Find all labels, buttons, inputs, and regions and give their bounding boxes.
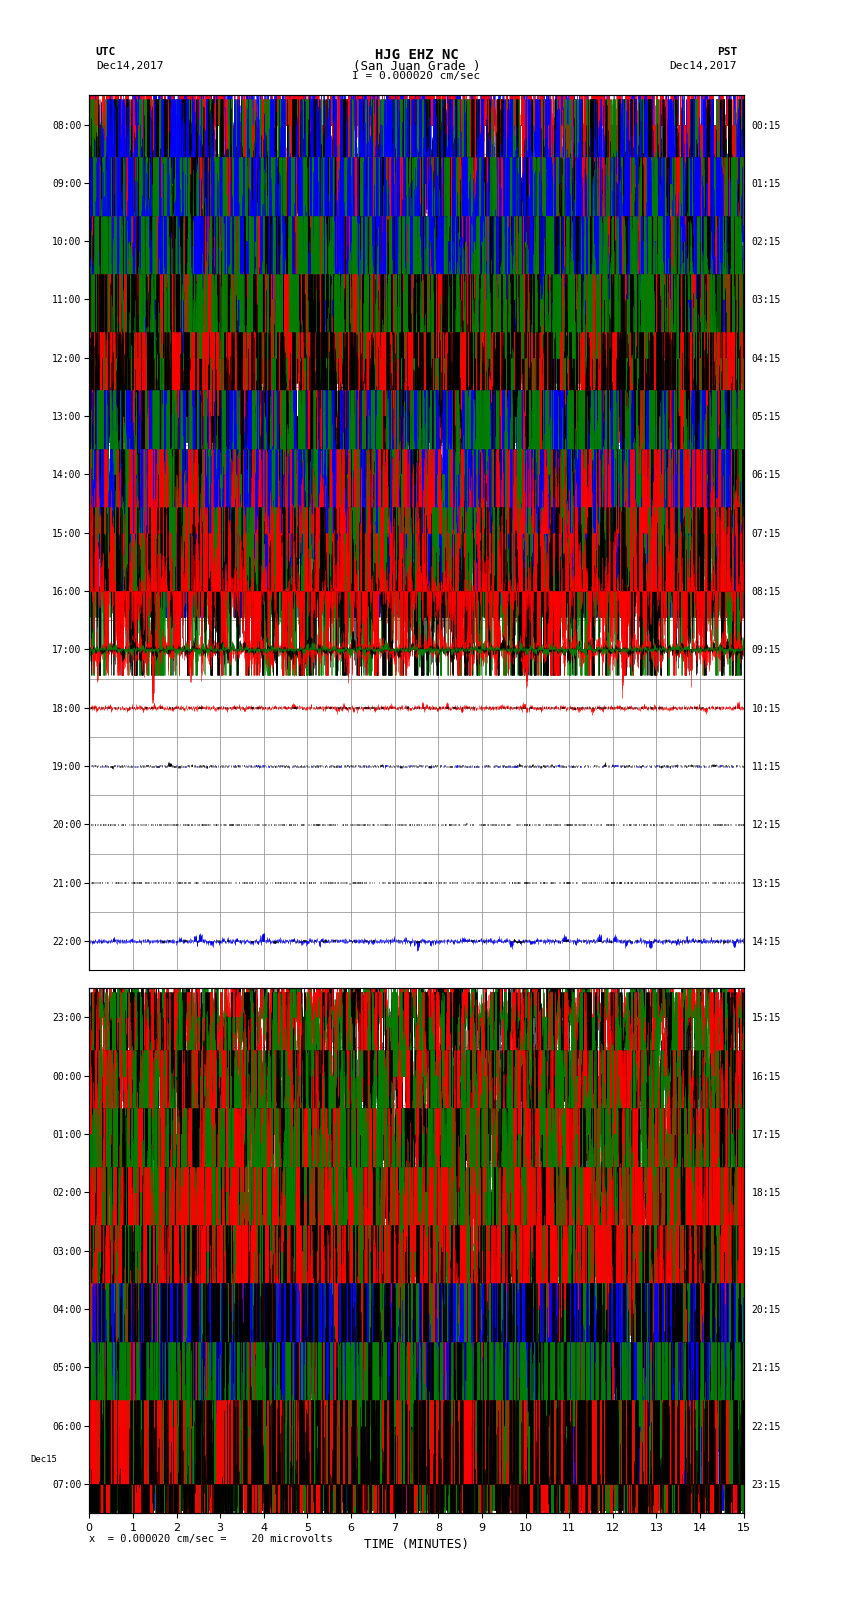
Text: Dec15: Dec15 — [31, 1455, 57, 1465]
Text: Dec14,2017: Dec14,2017 — [670, 61, 737, 71]
Text: x  = 0.000020 cm/sec =    20 microvolts: x = 0.000020 cm/sec = 20 microvolts — [89, 1534, 333, 1544]
Text: UTC: UTC — [96, 47, 116, 56]
X-axis label: TIME (MINUTES): TIME (MINUTES) — [364, 1539, 469, 1552]
Text: Dec14,2017: Dec14,2017 — [96, 61, 163, 71]
Text: I = 0.000020 cm/sec: I = 0.000020 cm/sec — [353, 71, 480, 82]
Text: HJG EHZ NC: HJG EHZ NC — [375, 48, 458, 61]
Text: (San Juan Grade ): (San Juan Grade ) — [353, 60, 480, 73]
Text: PST: PST — [717, 47, 737, 56]
